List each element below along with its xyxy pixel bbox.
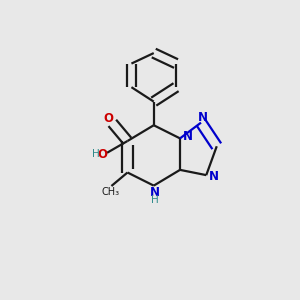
Text: N: N (183, 130, 193, 143)
Text: O: O (103, 112, 113, 125)
Text: N: N (198, 111, 208, 124)
Text: H: H (151, 195, 159, 205)
Text: O: O (97, 148, 107, 160)
Text: CH₃: CH₃ (101, 187, 119, 197)
Text: N: N (208, 170, 219, 183)
Text: H: H (92, 149, 99, 159)
Text: N: N (150, 187, 160, 200)
